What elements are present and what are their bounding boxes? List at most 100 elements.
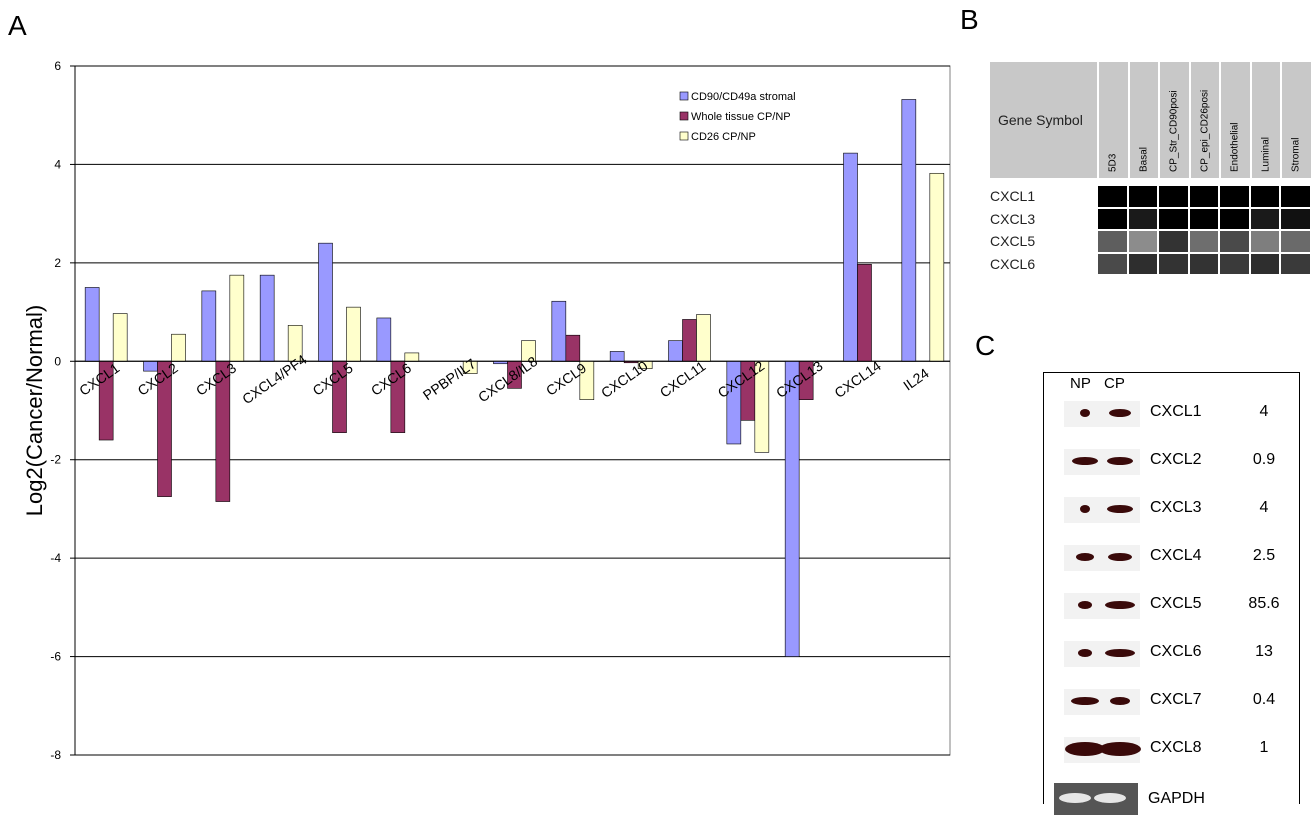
y-axis-label: Log2(Cancer/Normal) [22,305,47,517]
blot-gene-label: CXCL6 [1150,643,1202,660]
heatmap-cell [1189,186,1218,207]
heatmap-column-label: CP_epi_CD26posi [1199,89,1211,172]
gridlines [74,65,951,756]
blot-band [1065,742,1105,756]
bar [565,334,581,362]
legend-swatch [679,91,689,101]
y-tick-label: 4 [54,157,61,171]
blot-band [1110,697,1130,705]
blot-band [1109,409,1131,417]
heatmap-cell [1220,186,1249,207]
heatmap-column-label: 5D3 [1107,153,1119,172]
blot-band [1080,505,1090,513]
heatmap-column-header: Endothelial [1220,62,1250,178]
heatmap-cell [1220,253,1249,274]
blot-row: CXCL8 1 [1044,735,1299,783]
blot-band [1071,697,1099,705]
blot-fold-change: 13 [1255,643,1273,660]
blot-band [1094,793,1126,803]
y-tick-label: 2 [54,256,61,270]
bar [843,152,858,362]
blot-gene-label: CXCL3 [1150,499,1202,516]
heatmap-cell [1220,231,1249,252]
heatmap-cell [1128,208,1157,229]
bar [696,314,711,362]
legend-entry: Whole tissue CP/NP [691,111,791,123]
y-tick-label: 0 [54,354,61,368]
blot-row: CXCL5 85.6 [1044,591,1299,639]
heatmap-row-label: CXCL5 [990,233,1036,249]
bar [201,290,217,362]
panel-label-a: A [8,10,27,41]
plot-area [74,65,951,756]
blot-band [1099,742,1141,756]
heatmap-column-label: CP_Str_CD90posi [1168,90,1180,172]
category-label: CXCL11 [657,358,709,401]
panel-label-b: B [960,4,979,35]
y-tick-label: 6 [54,59,61,73]
heatmap-cell [1250,253,1279,274]
bar [318,242,333,362]
blot-gene-label: CXCL2 [1150,451,1202,468]
bar [901,99,917,362]
blot-image [1064,689,1140,715]
lane-label-cp: CP [1104,375,1125,392]
heatmap-column-header: Luminal [1250,62,1280,178]
heatmap-cell [1159,253,1188,274]
heatmap-cell [1159,186,1188,207]
bars [84,99,945,657]
heatmap-cell [1189,208,1218,229]
bar [376,317,392,362]
y-tick-label: -8 [50,748,61,762]
blot-band [1059,793,1091,803]
heatmap-cell [1281,186,1310,207]
blot-row: CXCL3 4 [1044,495,1299,543]
bar [171,333,186,362]
blot-fold-change: 2.5 [1252,547,1276,564]
blot-fold-change: 1 [1259,739,1269,756]
blot-image [1054,783,1138,815]
blot-image [1064,641,1140,667]
category-label: CXCL10 [598,357,651,401]
blot-row: CXCL6 13 [1044,639,1299,687]
blot-band [1076,553,1094,561]
heatmap-column-label: Endothelial [1229,122,1241,172]
heatmap-cell [1250,231,1279,252]
blot-row: GAPDH [1044,783,1299,831]
bar [259,274,275,362]
blot-fold-change: 0.9 [1252,451,1276,468]
heatmap-cell [1159,231,1188,252]
heatmap-cell [1189,253,1218,274]
blot-image [1064,401,1140,427]
heatmap-cell [1128,231,1157,252]
bar [682,319,697,362]
blot-image [1064,497,1140,523]
bar [346,306,361,362]
category-label: PPBP/IL7 [420,355,479,403]
blot-band [1107,505,1133,513]
blot-gene-label: CXCL7 [1150,691,1202,708]
heatmap-cell [1250,208,1279,229]
bar [857,264,872,362]
heatmap-cell [1189,231,1218,252]
gene-symbol-header: Gene Symbol [998,112,1083,128]
blot-row: CXCL7 0.4 [1044,687,1299,735]
heatmap-row-label: CXCL1 [990,188,1036,204]
blot-fold-change: 4 [1259,403,1269,420]
blot-band [1080,409,1090,417]
heatmap-header-label-cell: Gene Symbol [990,62,1097,178]
blot-row: CXCL2 0.9 [1044,447,1299,495]
heatmap-cell [1098,253,1127,274]
blot-band [1072,457,1098,465]
heatmap-cell [1128,253,1157,274]
heatmap-column-label: Luminal [1260,136,1272,172]
blot-image [1064,593,1140,619]
legend: CD90/CD49a stromal Whole tissue CP/NP CD26… [679,91,796,143]
axes: 6 4 2 0 -2 -4 -6 -8 Log2(Cancer/Normal) [22,59,950,762]
blot-gene-label: CXCL8 [1150,739,1202,756]
blot-row: CXCL4 2.5 [1044,543,1299,591]
blot-fold-change: 85.6 [1248,595,1280,612]
heatmap-cell [1281,208,1310,229]
bar [404,352,420,362]
